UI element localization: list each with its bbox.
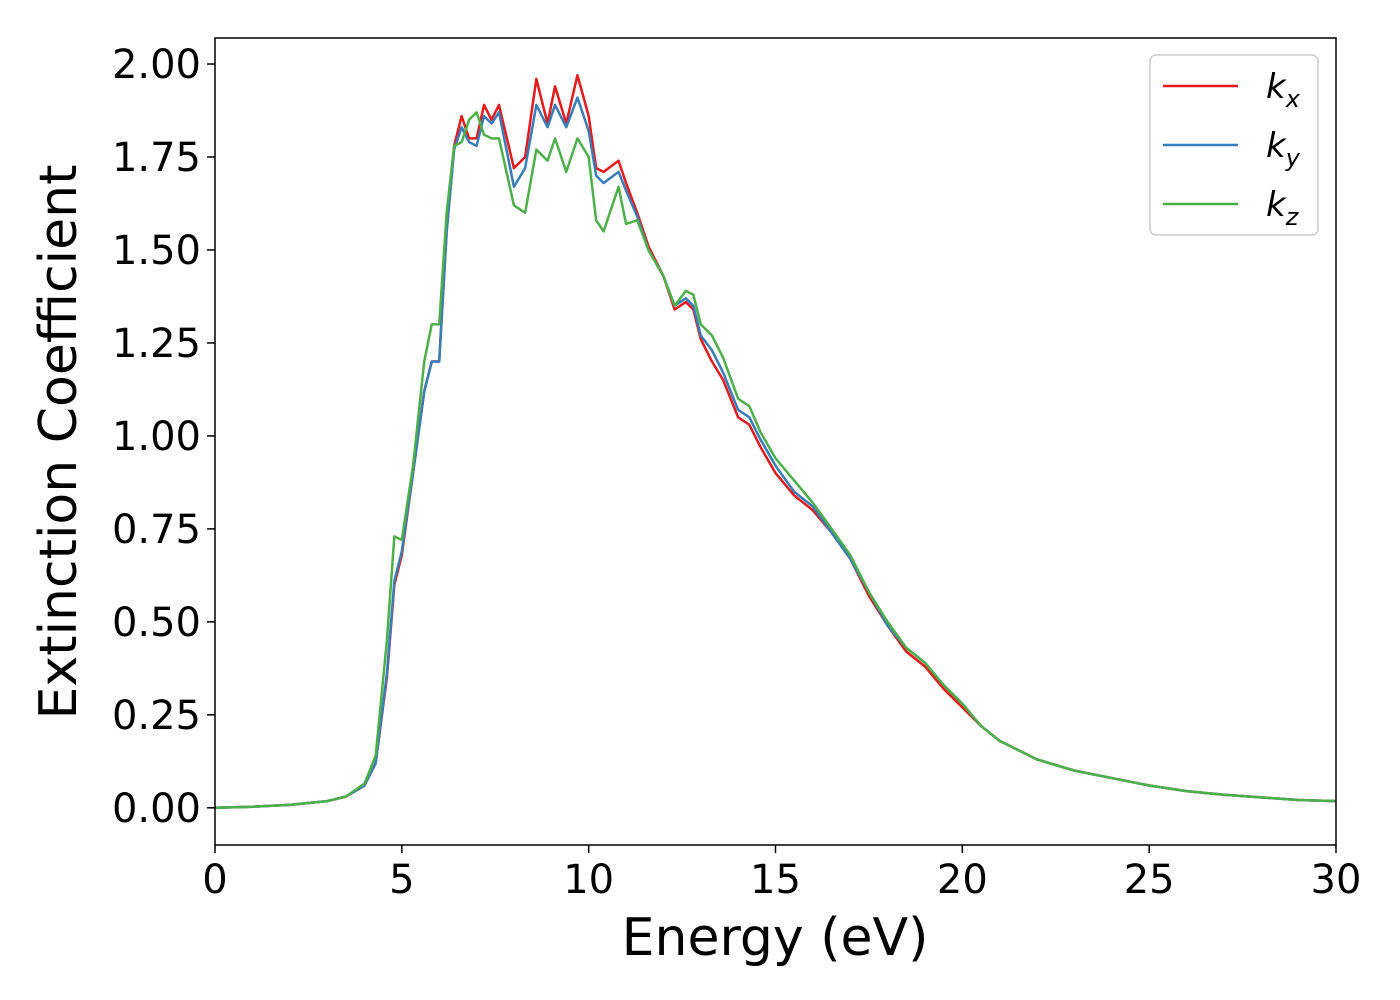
x-tick-label: 10 (563, 857, 614, 903)
x-tick-label: 15 (750, 857, 801, 903)
legend-label: kx (1266, 67, 1301, 113)
y-tick-label: 1.00 (112, 414, 201, 460)
y-tick-label: 1.50 (112, 228, 201, 274)
y-axis-label: Extinction Coefficient (29, 165, 89, 720)
legend-label: kz (1266, 185, 1300, 231)
series-line (214, 111, 1337, 810)
legend-label: ky (1266, 126, 1301, 172)
y-tick-label: 0.25 (112, 693, 201, 739)
x-tick-label: 20 (937, 857, 988, 903)
y-tick-label: 1.25 (112, 321, 201, 367)
x-tick-label: 5 (389, 857, 414, 903)
x-tick-label: 0 (202, 857, 227, 903)
x-axis-label: Energy (eV) (622, 908, 929, 968)
x-tick-label: 25 (1124, 857, 1175, 903)
x-tick-label: 30 (1311, 857, 1362, 903)
y-tick-label: 2.00 (112, 42, 201, 88)
y-tick-label: 1.75 (112, 135, 201, 181)
y-tick-label: 0.50 (112, 600, 201, 646)
y-tick-label: 0.00 (112, 786, 201, 832)
y-tick-label: 0.75 (112, 507, 201, 553)
plot-frame (214, 37, 1337, 846)
